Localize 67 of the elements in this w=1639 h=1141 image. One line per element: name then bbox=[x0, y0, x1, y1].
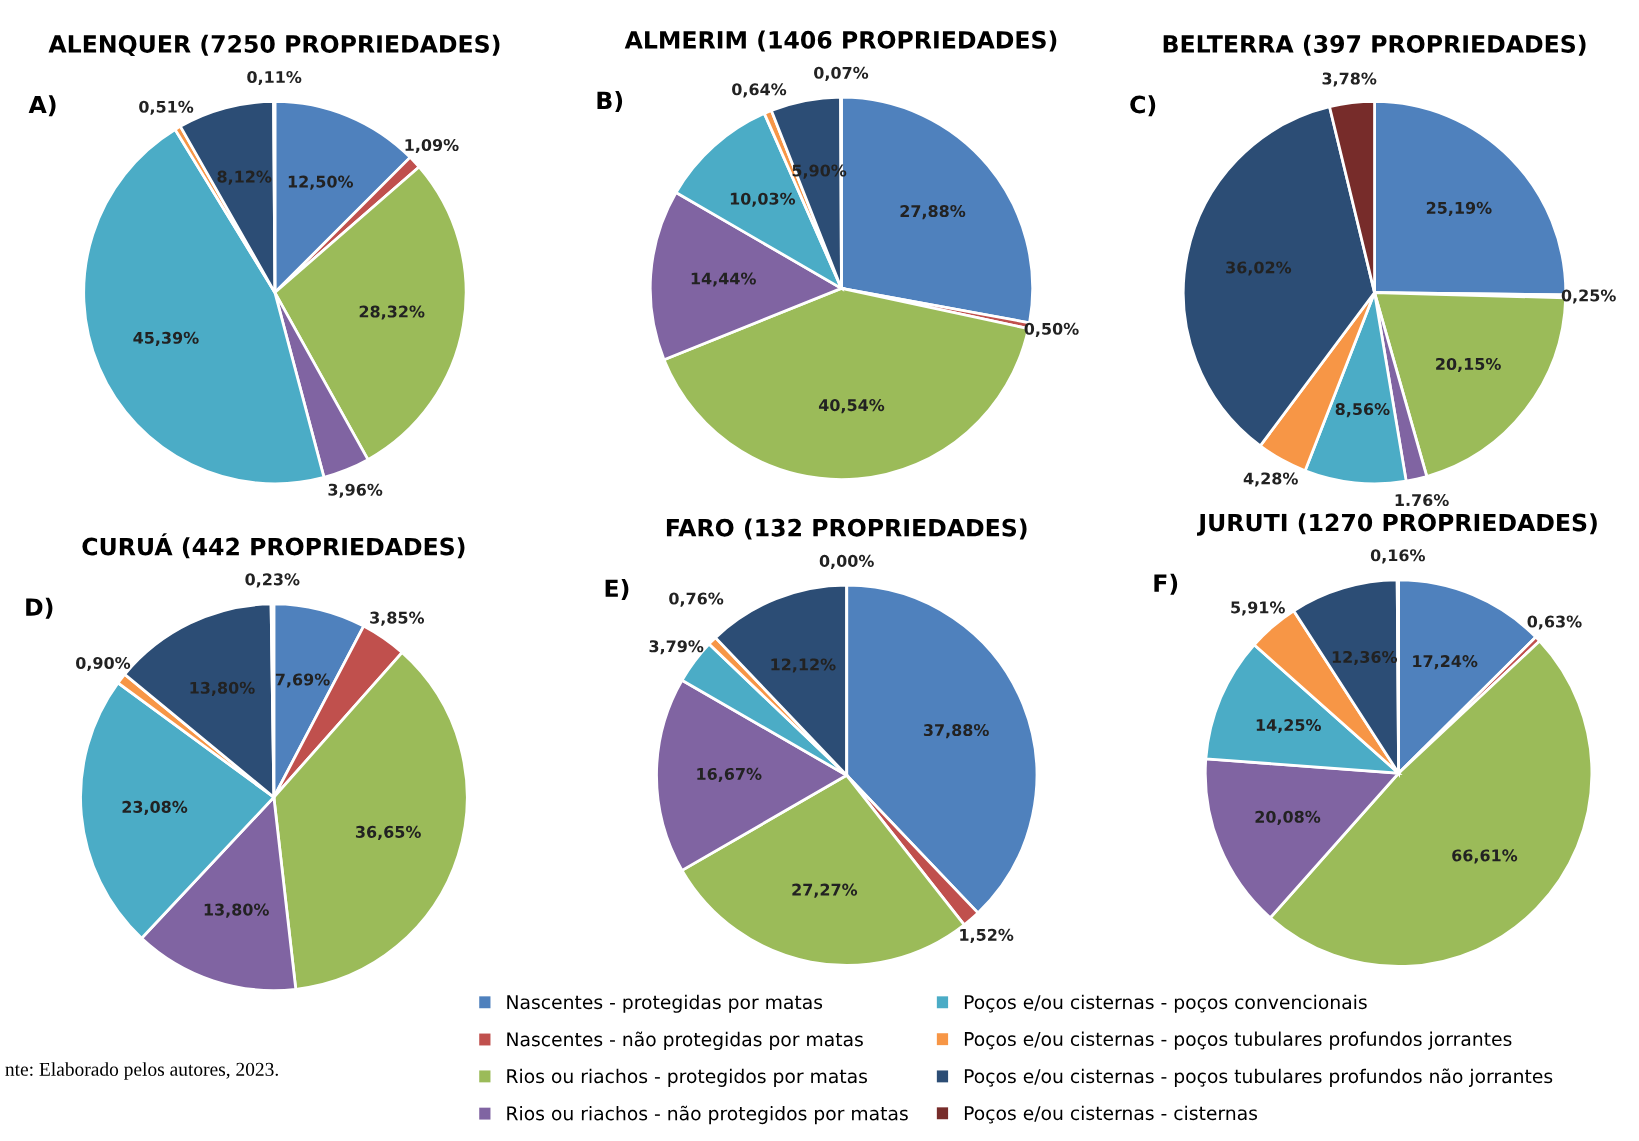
data-label: 12,50% bbox=[288, 175, 354, 190]
chart-title: FARO (132 PROPRIEDADES) bbox=[666, 518, 1027, 540]
legend-label: Poços e/ou cisternas - cisternas bbox=[964, 1105, 1258, 1124]
data-label: 20,08% bbox=[1255, 810, 1321, 825]
data-label: 0,90% bbox=[76, 656, 131, 672]
data-label: 17,24% bbox=[1413, 655, 1478, 670]
data-label: 36,02% bbox=[1226, 261, 1292, 276]
data-label: 5,91% bbox=[1231, 601, 1285, 616]
data-label: 0,07% bbox=[814, 66, 869, 81]
data-label: 0,25% bbox=[1561, 289, 1616, 304]
text: E) bbox=[605, 578, 629, 600]
data-label: 1,09% bbox=[405, 138, 459, 154]
chart-title: CURUÁ (442 PROPRIEDADES) bbox=[82, 533, 465, 559]
text: C) bbox=[1130, 95, 1156, 117]
legend-label: Poços e/ou cisternas - poços tubulares profundos não jorrantes bbox=[964, 1068, 1553, 1087]
data-label: 14,44% bbox=[691, 272, 756, 287]
legend-label: Rios ou riachos - protegidos por matas bbox=[507, 1068, 868, 1087]
data-label: 66,61% bbox=[1452, 849, 1518, 864]
data-label: 8,56% bbox=[1335, 403, 1390, 418]
data-label: 23,08% bbox=[122, 800, 188, 815]
data-label: 1.76% bbox=[1395, 494, 1449, 507]
data-label: 3,79% bbox=[649, 640, 704, 655]
data-label: 36,65% bbox=[355, 825, 421, 840]
data-label: 0,51% bbox=[139, 100, 194, 115]
legend-label: Poços e/ou cisternas - poços convencionais bbox=[964, 994, 1367, 1013]
data-label: 28,32% bbox=[359, 305, 425, 320]
data-label: 14,25% bbox=[1256, 719, 1321, 734]
data-label: 0,11% bbox=[247, 70, 302, 86]
legend-label: Rios ou riachos - não protegidos por matas bbox=[507, 1105, 908, 1125]
data-label: 10,03% bbox=[730, 192, 796, 207]
data-label: 16,67% bbox=[697, 767, 762, 782]
data-label: 25,19% bbox=[1426, 201, 1492, 216]
data-label: 0,50% bbox=[1024, 322, 1079, 337]
data-label: 20,15% bbox=[1436, 357, 1501, 373]
chart-title: ALENQUER (7250 PROPRIEDADES) bbox=[48, 34, 500, 56]
data-label: 8,12% bbox=[217, 170, 272, 185]
data-label: 3,85% bbox=[370, 611, 425, 626]
data-label: 13,80% bbox=[190, 681, 255, 696]
data-label: 7,69% bbox=[275, 673, 330, 688]
text: D) bbox=[26, 597, 53, 619]
data-label: 0,16% bbox=[1370, 549, 1425, 564]
text: F) bbox=[1154, 573, 1178, 595]
chart-title: ALMERIM (1406 PROPRIEDADES) bbox=[624, 30, 1057, 52]
data-label: 3,96% bbox=[328, 483, 383, 498]
data-label: 0,63% bbox=[1527, 615, 1582, 630]
data-label: 0,76% bbox=[669, 592, 724, 607]
data-label: 0,23% bbox=[245, 573, 300, 588]
data-label: 27,88% bbox=[900, 205, 966, 220]
data-label: 3,78% bbox=[1322, 72, 1377, 87]
text: 0,00% bbox=[819, 554, 874, 569]
data-label: 4,28% bbox=[1243, 472, 1298, 487]
data-label: 37,88% bbox=[923, 724, 989, 739]
legend-label: Poços e/ou cisternas - poços tubulares profundos jorrantes bbox=[964, 1031, 1512, 1050]
legend-label: Nascentes - protegidas por matas bbox=[507, 994, 823, 1013]
chart-title: BELTERRA (397 PROPRIEDADES) bbox=[1163, 34, 1586, 56]
data-label: 12,12% bbox=[771, 658, 836, 673]
data-label: 0,64% bbox=[732, 83, 787, 98]
data-label: 13,80% bbox=[204, 903, 269, 918]
data-label: 27,27% bbox=[792, 883, 858, 898]
data-label: 40,54% bbox=[818, 399, 885, 414]
legend-label: Nascentes - não protegidas por matas bbox=[507, 1031, 863, 1051]
data-label: 45,39% bbox=[133, 331, 199, 346]
text: nte: Elaborado pelos autores, 2023. bbox=[5, 1062, 278, 1080]
text: B) bbox=[597, 91, 623, 113]
data-label: 1,52% bbox=[960, 928, 1014, 943]
text: A) bbox=[28, 95, 56, 117]
chart-title: JURUTI (1270 PROPRIEDADES) bbox=[1197, 513, 1597, 536]
